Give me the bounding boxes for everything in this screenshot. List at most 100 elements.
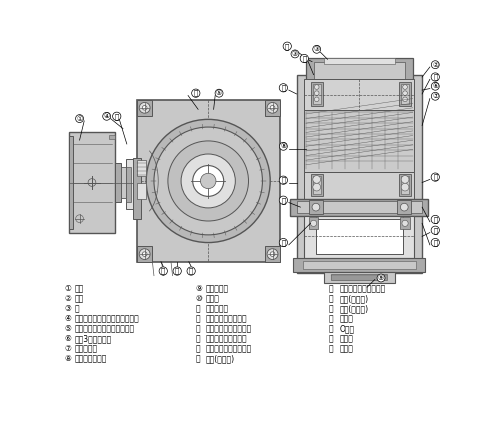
Circle shape: [313, 183, 320, 191]
Text: ㉓: ㉓: [161, 268, 166, 274]
Text: 轴承（电机轴负载端）: 轴承（电机轴负载端）: [339, 284, 386, 293]
Bar: [115, 163, 121, 202]
Text: ⑨: ⑨: [378, 275, 384, 281]
Text: Ⓖ: Ⓖ: [329, 344, 334, 353]
Circle shape: [142, 105, 147, 110]
Bar: [306, 58, 413, 81]
Text: 轴承（第三轴盖端）: 轴承（第三轴盖端）: [206, 334, 248, 343]
Text: 筱体: 筱体: [75, 294, 84, 303]
Text: ⑦: ⑦: [432, 93, 438, 99]
Text: 过滤器: 过滤器: [339, 334, 353, 343]
Bar: [265, 246, 280, 262]
Circle shape: [200, 173, 216, 189]
Text: 电机小齿轮（准双曲面小齿轮）: 电机小齿轮（准双曲面小齿轮）: [75, 314, 140, 323]
Bar: [314, 61, 405, 79]
Text: ⑬: ⑬: [196, 324, 200, 333]
Bar: [310, 83, 323, 105]
Circle shape: [168, 141, 248, 221]
Text: Ⓐ: Ⓐ: [329, 284, 334, 293]
Text: ⑧: ⑧: [280, 143, 286, 149]
Bar: [109, 135, 115, 139]
Bar: [137, 183, 146, 199]
Bar: [294, 258, 425, 272]
Bar: [313, 84, 320, 104]
Bar: [265, 100, 280, 116]
Bar: [401, 175, 409, 194]
Bar: [399, 174, 411, 196]
Text: ⑫: ⑫: [196, 314, 200, 323]
Text: ⑪: ⑪: [196, 304, 200, 313]
Bar: [137, 246, 152, 262]
Text: ⑲: ⑲: [194, 90, 198, 96]
Circle shape: [267, 102, 278, 113]
Text: ⑱: ⑱: [281, 239, 285, 246]
Text: ⑮: ⑮: [196, 344, 200, 353]
Text: 第一段齿轮（准双曲面齿轮）: 第一段齿轮（准双曲面齿轮）: [75, 324, 135, 333]
Bar: [296, 75, 422, 273]
Text: 轴承（第三轴筱体端）: 轴承（第三轴筱体端）: [206, 344, 252, 353]
Bar: [332, 274, 387, 280]
Text: ⑧: ⑧: [65, 354, 71, 363]
Bar: [137, 160, 146, 175]
Circle shape: [154, 127, 262, 235]
Text: ㉑: ㉑: [302, 55, 306, 62]
Circle shape: [181, 154, 236, 208]
Text: 油封(输出端): 油封(输出端): [339, 294, 368, 303]
Bar: [126, 167, 130, 202]
Text: 带第3轴的小齿轮: 带第3轴的小齿轮: [75, 334, 112, 343]
Bar: [324, 272, 395, 283]
Text: ⑫: ⑫: [281, 84, 285, 91]
Bar: [316, 219, 402, 254]
Bar: [122, 167, 126, 198]
Text: ⑤: ⑤: [65, 324, 71, 333]
Text: Ⓕ: Ⓕ: [329, 334, 334, 343]
Circle shape: [402, 97, 407, 101]
Text: ④: ④: [104, 113, 110, 119]
Text: 空心轴输出: 空心轴输出: [206, 304, 229, 313]
Circle shape: [310, 220, 316, 226]
Circle shape: [401, 175, 409, 183]
Text: 输出轴: 输出轴: [206, 294, 220, 303]
Bar: [296, 201, 422, 213]
Text: ⑥: ⑥: [432, 83, 438, 89]
Bar: [309, 200, 323, 214]
Bar: [313, 175, 320, 194]
Bar: [137, 163, 141, 206]
Circle shape: [139, 102, 150, 113]
Text: ⑭: ⑭: [196, 334, 200, 343]
Circle shape: [314, 97, 319, 101]
Circle shape: [312, 203, 320, 211]
Text: 油封(电机轴): 油封(电机轴): [339, 304, 368, 313]
Text: ①: ①: [65, 284, 71, 293]
Text: 轴承（第二轴盖端）: 轴承（第二轴盖端）: [206, 314, 248, 323]
Bar: [290, 199, 428, 215]
Text: ②: ②: [65, 294, 71, 303]
Text: ⑯: ⑯: [281, 197, 285, 203]
Bar: [126, 160, 137, 209]
Text: ③: ③: [292, 51, 298, 57]
Text: ⑯: ⑯: [196, 354, 200, 363]
Bar: [304, 215, 414, 258]
Bar: [398, 200, 411, 214]
Bar: [400, 217, 409, 230]
Bar: [137, 100, 280, 262]
Text: ㉓: ㉓: [189, 268, 194, 274]
Circle shape: [314, 91, 319, 95]
Circle shape: [313, 175, 320, 183]
Circle shape: [146, 120, 270, 243]
Text: ⑤: ⑤: [216, 90, 222, 96]
Text: ⑮: ⑮: [433, 174, 438, 181]
Text: ⑪: ⑪: [433, 227, 438, 233]
Text: ⑭: ⑭: [281, 177, 285, 184]
Text: 盖: 盖: [75, 304, 80, 313]
Circle shape: [402, 85, 407, 89]
Bar: [304, 110, 414, 172]
Bar: [68, 136, 73, 229]
Text: ⑬: ⑬: [433, 74, 438, 80]
Text: ③: ③: [314, 46, 320, 52]
Text: ⑦: ⑦: [65, 344, 71, 353]
Bar: [310, 174, 323, 196]
Bar: [324, 58, 395, 64]
Text: ①: ①: [76, 116, 82, 122]
Text: 第二段齿轮: 第二段齿轮: [75, 344, 98, 353]
